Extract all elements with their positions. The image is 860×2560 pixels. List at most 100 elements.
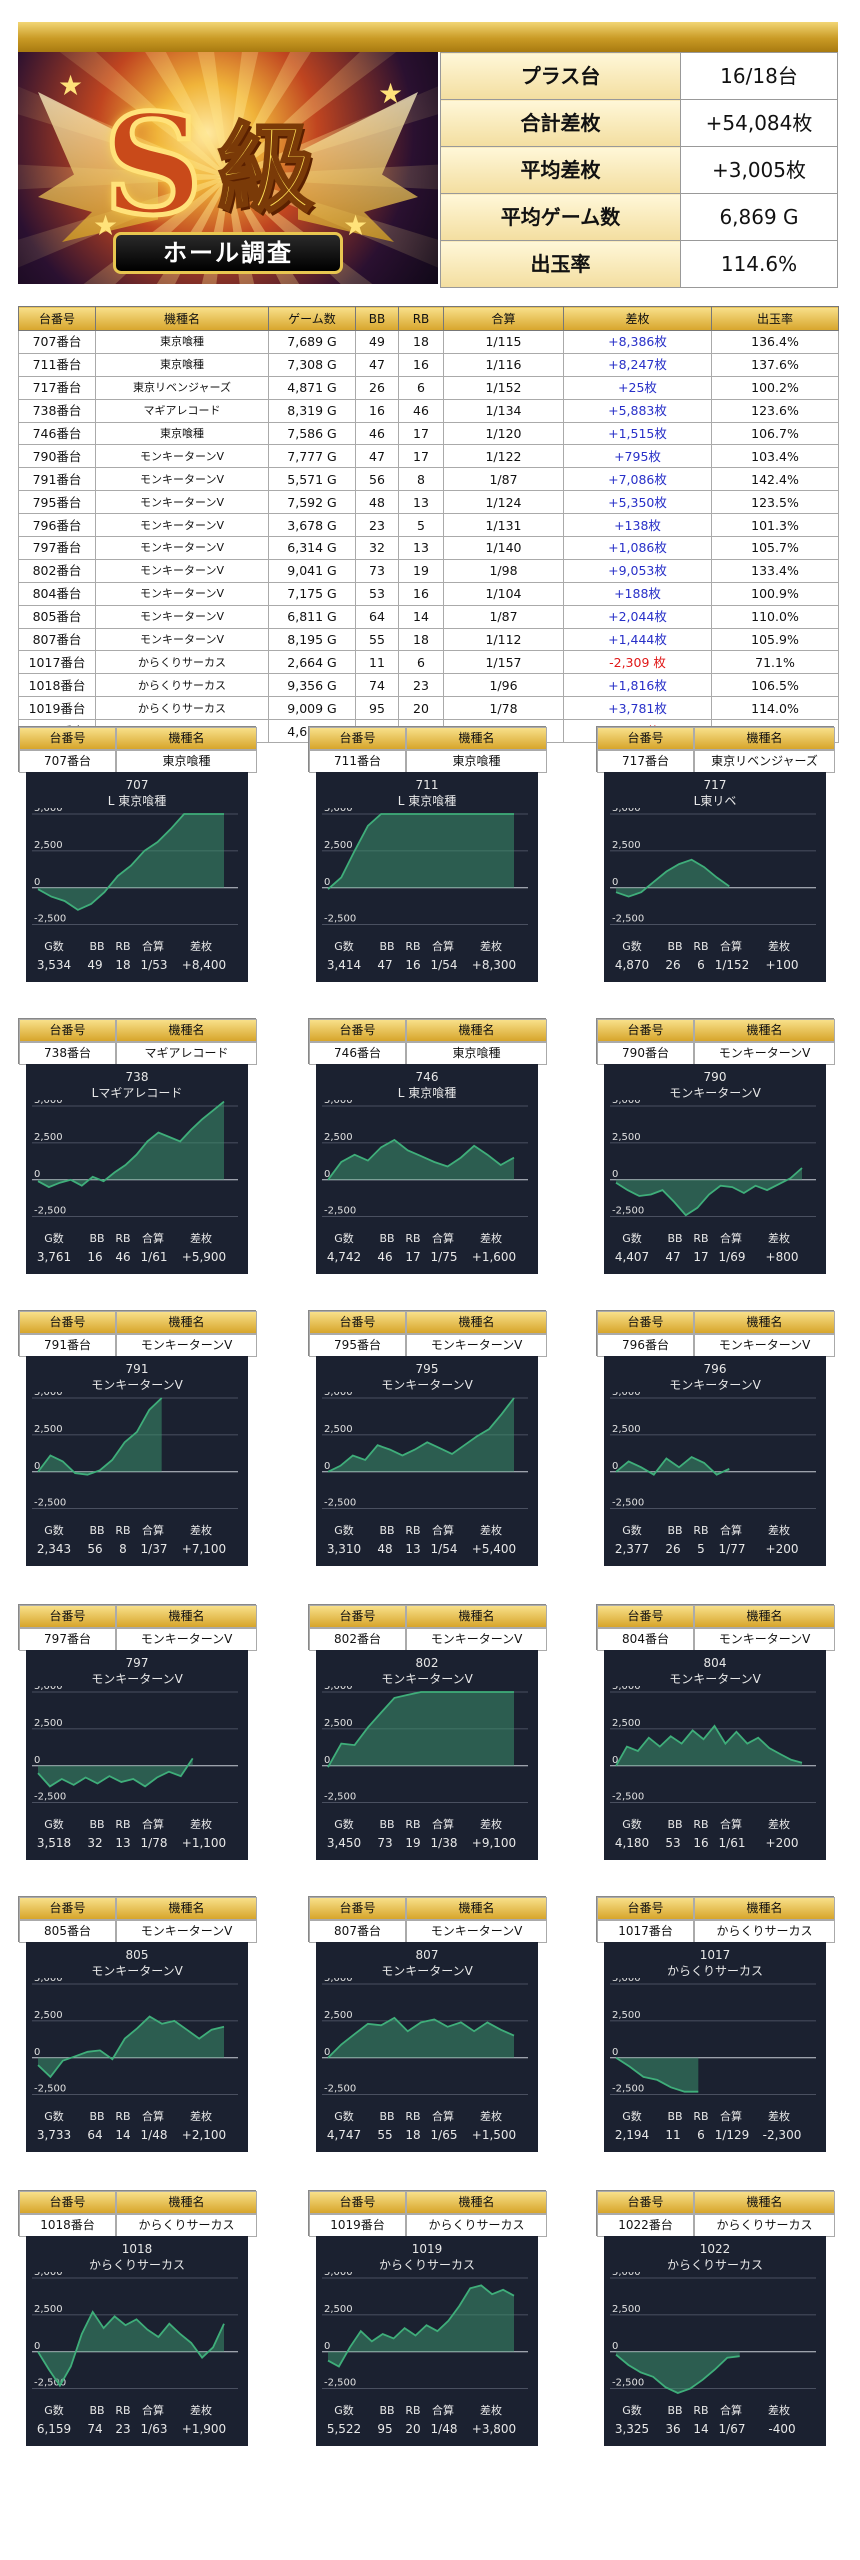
summary-label: 平均差枚 (440, 146, 681, 194)
graph-title: 1019 (411, 2242, 443, 2256)
table-cell: モンキーターンV (95, 490, 269, 515)
card-header: 台番号 機種名 790番台 モンキーターンV (596, 1018, 835, 1065)
table-cell: +3,781枚 (563, 696, 712, 721)
stat-label: 差枚 (768, 1524, 790, 1537)
stat-label: 差枚 (768, 1232, 790, 1245)
y-tick-label: 2,500 (34, 1424, 63, 1435)
graph-title: 802 (415, 1656, 439, 1670)
table-cell: 26 (355, 375, 399, 400)
table-cell: からくりサーカス (95, 673, 269, 698)
graph-line (327, 1691, 514, 1768)
card-header: 台番号 機種名 804番台 モンキーターンV (596, 1604, 835, 1651)
table-cell: 47 (355, 444, 399, 469)
machine-card: 台番号 機種名 1017番台 からくりサーカス 1017 からくりサーカス 5,000 2,5… (596, 1896, 835, 2152)
table-cell: 711番台 (18, 352, 96, 377)
machine-number: 802番台 (309, 1628, 406, 1651)
y-tick-label: 5,000 (324, 2272, 353, 2278)
y-tick-label: 5,000 (612, 1686, 641, 1692)
stat-label: G数 (622, 2110, 642, 2123)
stat-value: 3,325 (614, 2422, 650, 2436)
table-cell: 7,175 G (268, 581, 356, 606)
table-cell: 1018番台 (18, 673, 96, 698)
table-cell: 7,689 G (268, 330, 356, 354)
graph-panel: 796 モンキーターンV 5,000 2,500 0 -2,500 G数 BB RB 合算 差枚 2,… (604, 1356, 826, 1566)
card-header-label: 台番号 (597, 1019, 694, 1042)
machine-model: マギアレコード (116, 1042, 257, 1065)
stat-value: +5,900 (181, 1250, 227, 1264)
stat-value: 53 (665, 1836, 681, 1850)
table-cell: からくりサーカス (95, 650, 269, 675)
stat-value: 1/37 (140, 1542, 168, 1556)
graph-subtitle: L 東京喰種 (397, 1086, 457, 1100)
table-cell: 6,811 G (268, 604, 356, 629)
stat-label: BB (379, 1524, 395, 1537)
machine-number: 795番台 (309, 1334, 406, 1357)
machine-card: 台番号 機種名 807番台 モンキーターンV 807 モンキーターンV 5,000 2,500… (308, 1896, 547, 2152)
graph-line (37, 1757, 194, 1788)
stat-value: 1/152 (714, 958, 750, 972)
summary-label: 出玉率 (440, 240, 681, 288)
stat-label: BB (89, 1524, 105, 1537)
stat-value: +5,400 (471, 1542, 517, 1556)
stat-label: RB (115, 1818, 131, 1831)
stat-label: G数 (44, 2404, 64, 2417)
table-cell: 5 (398, 513, 444, 538)
y-tick-label: 5,000 (612, 1100, 641, 1106)
y-tick-label: -2,500 (324, 1498, 356, 1509)
slump-graph: 5,000 2,500 0 -2,500 (322, 2272, 528, 2389)
stat-value: 3,761 (36, 1250, 72, 1264)
table-cell: 20 (398, 696, 444, 721)
table-cell: 1/116 (443, 352, 564, 377)
table-cell: 100.9% (711, 581, 839, 606)
graph-subtitle: からくりサーカス (378, 2258, 475, 2272)
graph-subtitle: L 東京喰種 (397, 794, 457, 808)
slump-graph: 5,000 2,500 0 -2,500 (32, 808, 238, 925)
table-cell: 797番台 (18, 536, 96, 560)
table-cell: モンキーターンV (95, 604, 269, 629)
graph-title: 807 (415, 1948, 439, 1962)
table-row: 746番台 東京喰種 7,586 G 46 17 1/120 +1,515枚 106.7% (18, 421, 839, 446)
card-header-label: 台番号 (19, 1311, 116, 1334)
graph-subtitle: L東リベ (693, 794, 737, 808)
y-tick-label: -2,500 (34, 914, 66, 925)
y-tick-label: 0 (324, 2047, 330, 2058)
stat-value: 14 (115, 2128, 131, 2142)
y-tick-label: 0 (612, 2047, 618, 2058)
slump-graph: 5,000 2,500 0 -2,500 (610, 808, 816, 925)
card-header-label: 機種名 (116, 727, 257, 750)
stat-label: BB (667, 1524, 683, 1537)
stat-value: +7,100 (181, 1542, 227, 1556)
stat-label: RB (693, 2110, 709, 2123)
y-tick-label: 0 (612, 1169, 618, 1180)
table-cell: 123.6% (711, 398, 839, 423)
card-header: 台番号 機種名 711番台 東京喰種 (308, 726, 547, 773)
y-tick-label: 5,000 (324, 1686, 353, 1692)
stat-value: 16 (405, 958, 421, 972)
machine-number: 1019番台 (309, 2214, 406, 2237)
slump-graph: 5,000 2,500 0 -2,500 (32, 1392, 238, 1509)
table-cell: 13 (398, 490, 444, 515)
card-header: 台番号 機種名 1019番台 からくりサーカス (308, 2190, 547, 2237)
graph-subtitle: モンキーターンV (381, 1378, 473, 1392)
table-cell: 23 (398, 673, 444, 698)
card-header-label: 機種名 (406, 2191, 547, 2214)
stat-label: G数 (334, 1232, 354, 1245)
table-cell: +188枚 (563, 581, 712, 606)
stat-value: +800 (765, 1250, 799, 1264)
table-cell: 1/131 (443, 513, 564, 538)
table-cell: 1/96 (443, 673, 564, 698)
graph-title: 804 (703, 1656, 727, 1670)
table-cell: +5,350枚 (563, 490, 712, 515)
graph-line (327, 2016, 515, 2059)
card-header-label: 台番号 (19, 1897, 116, 1920)
graph-area (328, 1398, 514, 1472)
stat-value: 1/48 (430, 2422, 458, 2436)
card-header-label: 台番号 (597, 727, 694, 750)
graph-subtitle: からくりサーカス (88, 2258, 185, 2272)
table-cell: 1/134 (443, 398, 564, 423)
card-header: 台番号 機種名 797番台 モンキーターンV (18, 1604, 257, 1651)
table-cell: 53 (355, 581, 399, 606)
machine-card: 台番号 機種名 738番台 マギアレコード 738 Lマギアレコード 5,000 2,500 0… (18, 1018, 257, 1274)
stat-value: 1/65 (430, 2128, 458, 2142)
stat-label: 合算 (432, 1818, 454, 1831)
